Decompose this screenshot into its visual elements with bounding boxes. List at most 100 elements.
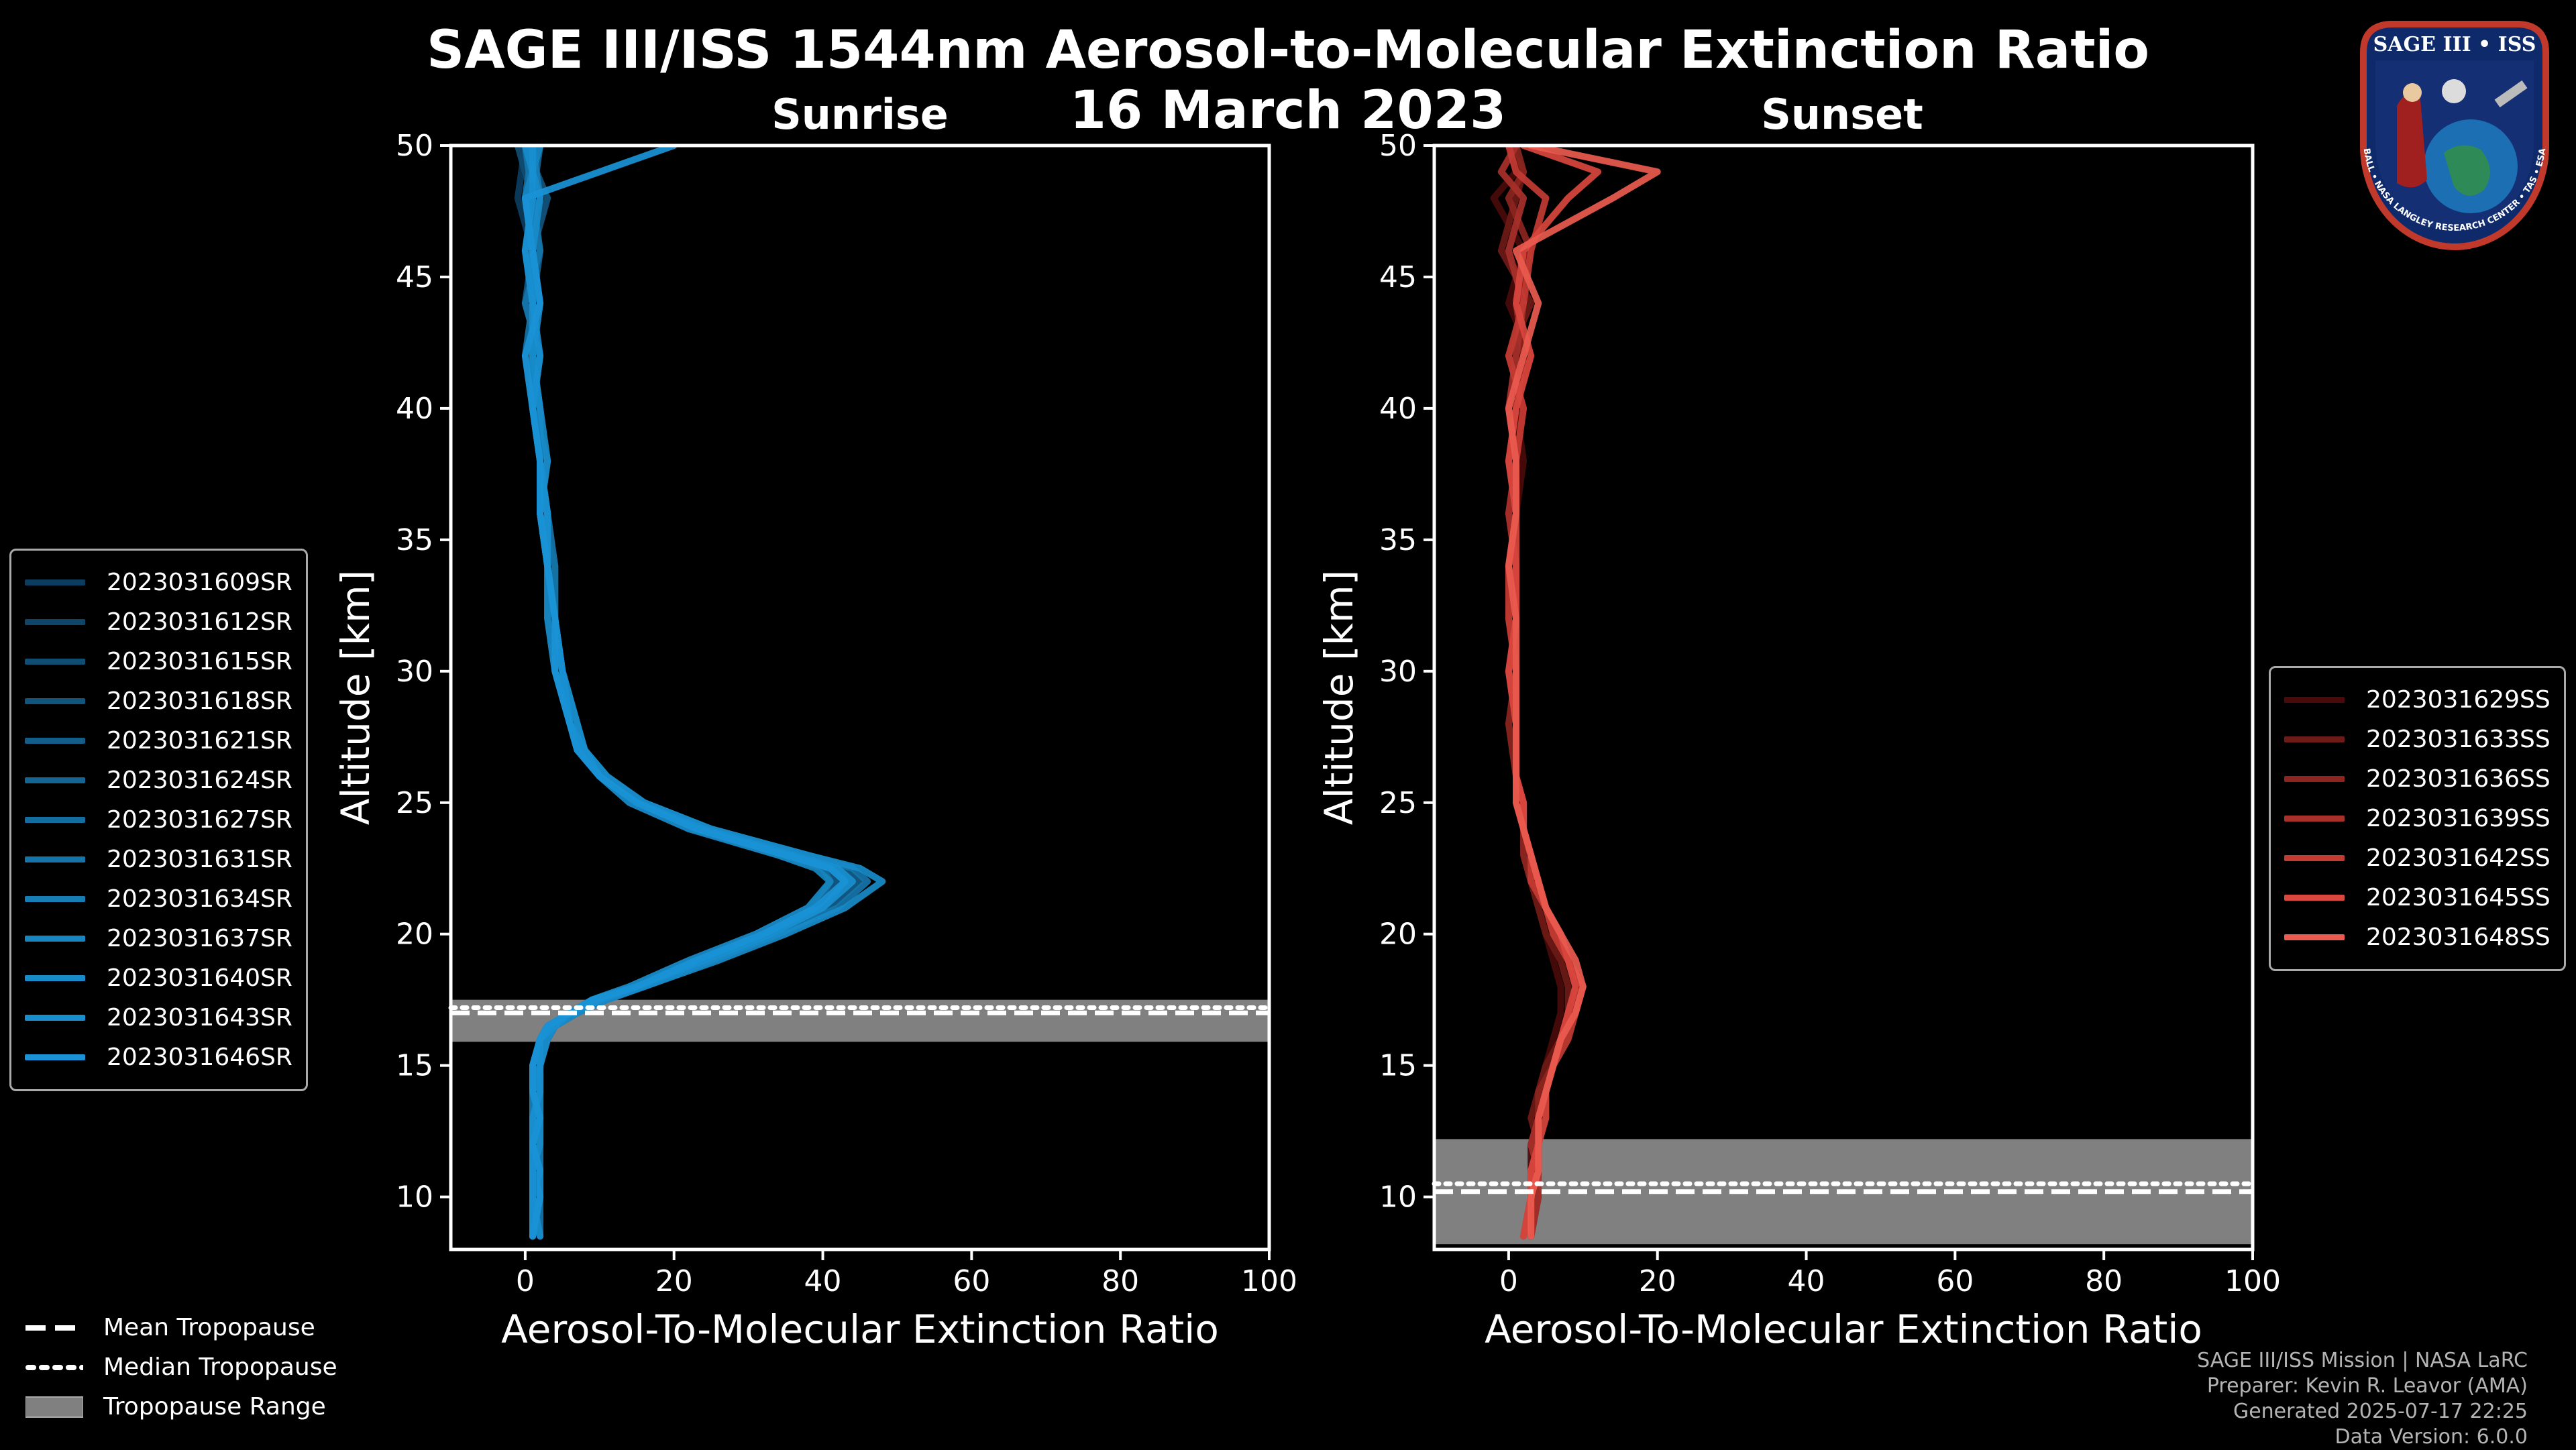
sunrise-profiles: [514, 146, 886, 1240]
legend-swatch: [2284, 776, 2345, 782]
sunrise-panel-title: Sunrise: [771, 90, 949, 139]
sunrise-ytick-label: 25: [396, 786, 433, 820]
sunset-xtick-label: 60: [1936, 1264, 1974, 1298]
sunset-legend: 2023031629SS 2023031633SS 2023031636SS 2023…: [2269, 666, 2566, 971]
profile-2023031618SR: [521, 146, 841, 1240]
legend-label: 2023031615SR: [107, 648, 292, 675]
mission-patch-icon: SAGE III • ISS BALL • NASA LANGLEY RESEA…: [2360, 21, 2549, 250]
sunrise-ytick-label: 40: [396, 392, 433, 426]
sunrise-y-axis-label: Altitude [km]: [333, 570, 378, 825]
sunset-ytick-label: 45: [1379, 260, 1417, 294]
patch-figure: [2397, 94, 2427, 188]
sunrise-xtick-label: 40: [804, 1264, 842, 1298]
sunset-xtick-label: 40: [1788, 1264, 1825, 1298]
figure-title: SAGE III/ISS 1544nm Aerosol-to-Molecular…: [427, 20, 2149, 80]
sunset-ytick-label: 15: [1379, 1049, 1417, 1083]
legend-swatch: [2284, 697, 2345, 703]
sunset-panel: Sunset 0 20 40 60 80 100 10 15 20 25 30 35 40 45 50 Aero…: [1316, 90, 2281, 1352]
legend-swatch: [25, 738, 85, 744]
footer-preparer: Preparer: Kevin R. Leavor (AMA): [2206, 1374, 2528, 1398]
sunset-xtick-label: 100: [2224, 1264, 2281, 1298]
profile-2023031640SR: [521, 146, 886, 1240]
legend-label: 2023031621SR: [107, 727, 292, 755]
legend-swatch: [25, 936, 85, 942]
sunrise-ytick-label: 10: [396, 1180, 433, 1215]
sunset-ytick-label: 10: [1379, 1180, 1417, 1215]
sunrise-x-axis-label: Aerosol-To-Molecular Extinction Ratio: [501, 1306, 1219, 1352]
legend-label: 2023031633SS: [2366, 726, 2551, 753]
legend-swatch: [2284, 895, 2345, 901]
patch-moon: [2442, 79, 2466, 103]
sunrise-ytick-label: 35: [396, 523, 433, 557]
legend-label: 2023031648SS: [2366, 924, 2551, 951]
legend-item-2023031634SR: 2023031634SR: [25, 879, 292, 919]
legend-swatch: [25, 896, 85, 902]
legend-item-2023031637SR: 2023031637SR: [25, 919, 292, 958]
sunset-ytick-label: 50: [1379, 129, 1417, 163]
sunset-xtick-label: 0: [1499, 1264, 1518, 1298]
legend-item-2023031648SS: 2023031648SS: [2284, 917, 2551, 957]
sunrise-axes-frame: [449, 144, 1271, 1251]
sunrise-ytick-label: 45: [396, 260, 433, 294]
profile-2023031643SR: [521, 146, 856, 1240]
legend-swatch: [2284, 934, 2345, 940]
legend-item-2023031639SS: 2023031639SS: [2284, 799, 2551, 838]
profile-2023031612SR: [521, 146, 856, 1240]
tropopause-range-swatch: [25, 1396, 83, 1418]
legend-swatch: [25, 1054, 85, 1060]
legend-item-2023031631SR: 2023031631SR: [25, 840, 292, 879]
legend-label: 2023031609SR: [107, 569, 292, 596]
legend-mean-tropopause: Mean Tropopause: [25, 1308, 337, 1347]
legend-item-2023031646SR: 2023031646SR: [25, 1038, 292, 1077]
profile-2023031624SR: [521, 146, 849, 1240]
legend-label: 2023031642SS: [2366, 844, 2551, 872]
legend-label: 2023031618SR: [107, 687, 292, 715]
sunrise-xtick-label: 20: [655, 1264, 693, 1298]
credits-footer: SAGE III/ISS Mission | NASA LaRC Prepare…: [2197, 1348, 2528, 1450]
sunrise-xtick-label: 60: [953, 1264, 990, 1298]
legend-item-2023031627SR: 2023031627SR: [25, 800, 292, 840]
sunrise-xtick-label: 80: [1102, 1264, 1139, 1298]
sunset-xtick-label: 20: [1639, 1264, 1676, 1298]
legend-swatch: [2284, 736, 2345, 742]
legend-label: 2023031646SR: [107, 1044, 292, 1071]
legend-item-2023031609SR: 2023031609SR: [25, 563, 292, 602]
median-tropopause-swatch: [25, 1364, 83, 1370]
sunset-ytick-label: 40: [1379, 392, 1417, 426]
legend-item-2023031624SR: 2023031624SR: [25, 761, 292, 800]
footer-version: Data Version: 6.0.0: [2334, 1425, 2528, 1449]
legend-item-2023031612SR: 2023031612SR: [25, 602, 292, 642]
legend-label: 2023031629SS: [2366, 686, 2551, 714]
legend-item-2023031633SS: 2023031633SS: [2284, 720, 2551, 759]
footer-mission: SAGE III/ISS Mission | NASA LaRC: [2197, 1349, 2528, 1372]
sunrise-legend: 2023031609SR 2023031612SR 2023031615SR 2023…: [9, 549, 308, 1091]
legend-swatch: [25, 1015, 85, 1021]
sunset-x-axis-label: Aerosol-To-Molecular Extinction Ratio: [1485, 1306, 2202, 1352]
legend-swatch: [25, 975, 85, 981]
sunrise-ytick-label: 15: [396, 1049, 433, 1083]
sunset-axes-frame: [1432, 144, 2255, 1251]
profile-2023031648SS: [1505, 146, 1661, 1240]
footer-generated: Generated 2025-07-17 22:25: [2233, 1400, 2528, 1423]
legend-swatch: [25, 579, 85, 585]
sunrise-ytick-label: 50: [396, 129, 433, 163]
legend-item-2023031645SS: 2023031645SS: [2284, 878, 2551, 917]
patch-iss: [2494, 80, 2528, 108]
legend-label-median: Median Tropopause: [103, 1353, 337, 1381]
legend-item-2023031618SR: 2023031618SR: [25, 681, 292, 721]
sunrise-xtick-label: 0: [516, 1264, 535, 1298]
sunrise-panel: Sunrise 0 20 40 60 80 100 10 15 20 25 30 35 40 45 50 Aer…: [333, 90, 1297, 1352]
sunset-y-axis-label: Altitude [km]: [1316, 570, 1362, 825]
legend-swatch: [25, 659, 85, 665]
sunset-ytick-label: 25: [1379, 786, 1417, 820]
patch-continent: [2444, 145, 2490, 196]
legend-item-2023031642SS: 2023031642SS: [2284, 838, 2551, 878]
legend-label: 2023031634SR: [107, 885, 292, 913]
legend-item-2023031629SS: 2023031629SS: [2284, 680, 2551, 720]
legend-swatch: [2284, 816, 2345, 822]
legend-label: 2023031643SR: [107, 1004, 292, 1031]
tropopause-legend: Mean Tropopause Median Tropopause Tropop…: [25, 1308, 337, 1427]
sunset-panel-title: Sunset: [1761, 90, 1923, 139]
sunset-ytick-label: 20: [1379, 917, 1417, 952]
